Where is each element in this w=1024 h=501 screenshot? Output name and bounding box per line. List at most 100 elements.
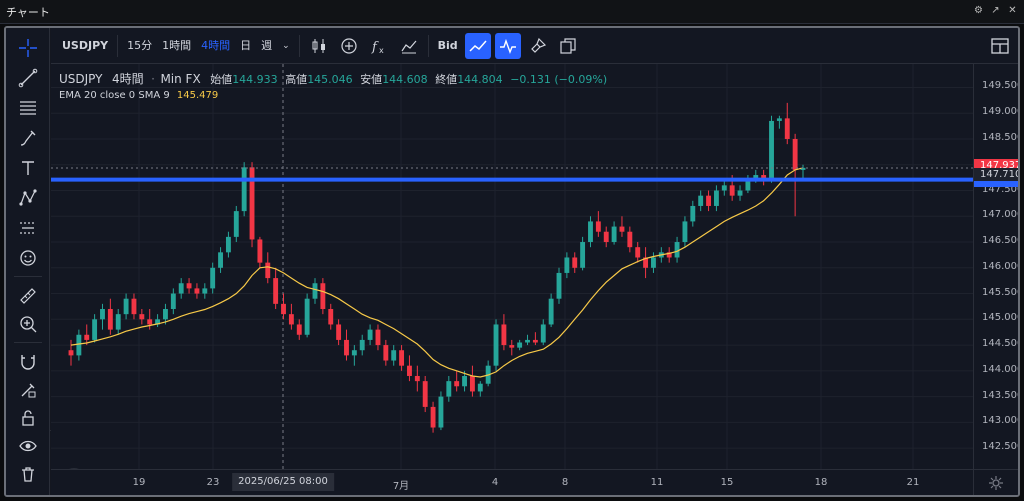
price-tick: 146.500 xyxy=(982,235,1020,247)
price-tick: 143.000 xyxy=(982,415,1020,427)
indicator-value: 145.479 xyxy=(176,90,219,101)
trash-icon[interactable] xyxy=(14,462,42,486)
chart-pane[interactable]: USDJPY 4時間 · Min FX 始値144.933 高値145.046 … xyxy=(51,64,973,494)
interval-week-button[interactable]: 週 xyxy=(261,38,273,52)
ohlc-legend: USDJPY 4時間 · Min FX 始値144.933 高値145.046 … xyxy=(59,72,608,86)
legend-low-label: 安値 xyxy=(360,73,383,86)
time-tick: 23 xyxy=(206,477,220,488)
legend-high-label: 高値 xyxy=(285,73,308,86)
candle xyxy=(776,118,782,121)
brush-icon[interactable] xyxy=(14,126,42,150)
candles-icon[interactable] xyxy=(306,33,332,59)
candle xyxy=(737,190,743,196)
candle xyxy=(446,381,452,397)
candle xyxy=(163,309,168,320)
candle xyxy=(107,309,113,330)
chart-settings-icon[interactable] xyxy=(973,469,1018,495)
zoom-in-icon[interactable] xyxy=(14,312,42,336)
price-tick: 149.500 xyxy=(982,80,1020,92)
lock-drawing-icon[interactable] xyxy=(14,378,42,402)
candle xyxy=(76,334,82,356)
candle xyxy=(438,396,444,428)
candle xyxy=(273,278,279,304)
titlebar: チャート ⚙ ↗ ✕ xyxy=(0,0,1024,24)
candle xyxy=(304,298,310,335)
interval-4h-button[interactable]: 4時間 xyxy=(201,38,231,52)
candle xyxy=(454,381,460,387)
add-compare-icon[interactable] xyxy=(336,33,362,59)
ruler-icon[interactable] xyxy=(14,284,42,308)
candle xyxy=(265,262,271,279)
bid-button[interactable]: Bid xyxy=(437,38,458,52)
price-chart[interactable] xyxy=(51,64,973,469)
eye-icon[interactable] xyxy=(14,434,42,458)
crosshair-icon[interactable] xyxy=(14,36,42,60)
price-tick: 145.500 xyxy=(982,286,1020,298)
candle xyxy=(312,283,318,299)
emoji-icon[interactable] xyxy=(14,246,42,270)
candle xyxy=(651,257,656,268)
svg-text:f: f xyxy=(371,40,379,55)
fib-retracement-icon[interactable] xyxy=(14,96,42,120)
candle xyxy=(430,406,436,428)
candle xyxy=(131,298,137,315)
candle xyxy=(383,345,389,361)
candle xyxy=(556,272,562,299)
price-tick: 144.500 xyxy=(982,338,1020,350)
prediction-icon[interactable] xyxy=(14,216,42,240)
legend-close: 144.804 xyxy=(457,73,503,86)
price-tick: 144.000 xyxy=(982,363,1020,375)
candle xyxy=(627,231,633,248)
line-chart-icon[interactable] xyxy=(464,32,491,59)
interval-day-button[interactable]: 日 xyxy=(240,38,252,52)
candle xyxy=(729,185,735,196)
candle xyxy=(501,324,507,346)
indicator-legend[interactable]: EMA 20 close 0 SMA 9 145.479 xyxy=(59,90,218,101)
candle xyxy=(92,319,98,340)
crosshair-price-label: 147.710 xyxy=(974,167,1018,182)
candle xyxy=(721,185,727,191)
time-tick: 15 xyxy=(720,477,734,488)
legend-open-label: 始値 xyxy=(210,73,233,86)
candle xyxy=(753,175,759,181)
duplicate-icon[interactable] xyxy=(555,33,581,59)
candle xyxy=(359,339,365,351)
candle xyxy=(532,339,538,343)
layout-icon[interactable] xyxy=(988,34,1012,58)
interval-15m-button[interactable]: 15分 xyxy=(127,38,153,52)
magnet-icon[interactable] xyxy=(14,350,42,374)
close-icon[interactable]: ✕ xyxy=(1008,5,1017,16)
candle xyxy=(493,324,499,366)
candle xyxy=(572,257,578,268)
candle xyxy=(233,211,239,237)
popout-icon[interactable]: ↗ xyxy=(991,5,1000,16)
candle xyxy=(674,242,680,258)
symbol-search-button[interactable]: USDJPY xyxy=(62,38,109,52)
price-tick: 146.000 xyxy=(982,260,1020,272)
candle xyxy=(186,283,192,289)
text-icon[interactable] xyxy=(14,156,42,180)
candle xyxy=(509,345,515,348)
settings-icon[interactable]: ⚙ xyxy=(974,5,983,16)
candle xyxy=(635,247,641,258)
candle xyxy=(257,239,263,263)
candle xyxy=(698,195,704,206)
candle xyxy=(351,350,357,356)
time-axis[interactable]: 19 23 7月 4 8 11 15 18 21 2025/06/25 08:00 xyxy=(51,469,973,495)
candle xyxy=(469,375,475,392)
price-axis[interactable]: 149.500149.000148.500148.000147.500147.0… xyxy=(973,64,1018,469)
time-tick: 8 xyxy=(561,477,569,488)
templates-icon[interactable] xyxy=(396,33,422,59)
pulse-icon[interactable] xyxy=(494,32,521,59)
trend-line-icon[interactable] xyxy=(14,66,42,90)
window-title: チャート xyxy=(6,5,50,19)
price-tick: 145.000 xyxy=(982,312,1020,324)
pattern-icon[interactable] xyxy=(14,186,42,210)
interval-dropdown-chevron-icon[interactable]: ⌄ xyxy=(282,40,290,51)
candle xyxy=(713,190,719,206)
lock-icon[interactable] xyxy=(14,406,42,430)
candle xyxy=(241,167,247,212)
interval-1h-button[interactable]: 1時間 xyxy=(162,38,192,52)
paint-brush-icon[interactable] xyxy=(525,33,551,59)
